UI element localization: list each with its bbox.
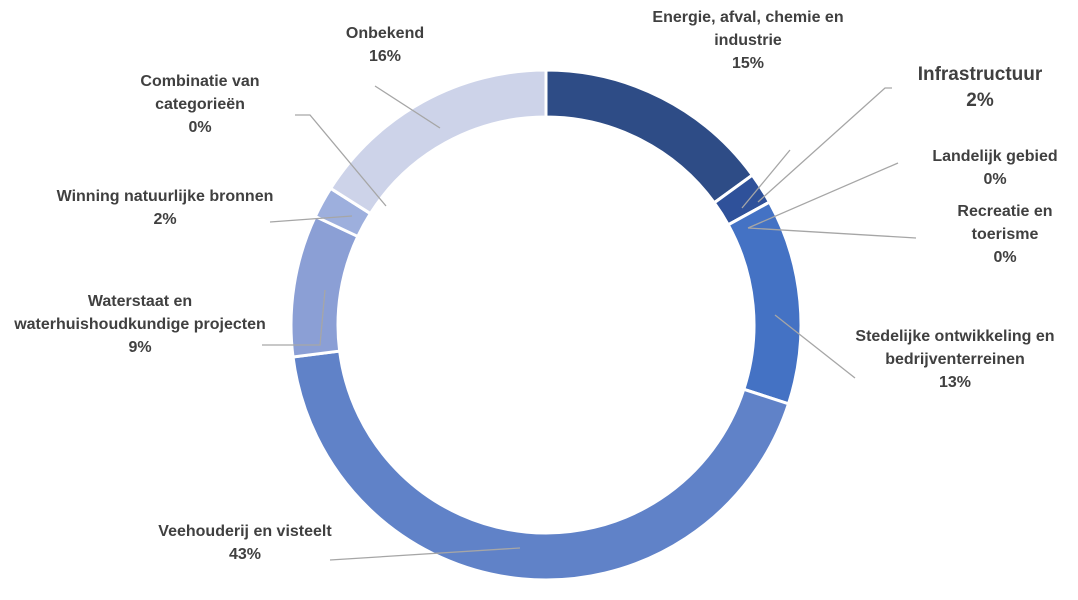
category-label: Onbekend: [345, 25, 425, 42]
leader-line: [774, 314, 856, 379]
leader-line: [329, 547, 521, 561]
value-label: 13%: [938, 374, 972, 391]
value-label: 0%: [983, 171, 1007, 188]
category-label: Winning natuurlijke bronnen: [56, 188, 274, 205]
value-label: 2%: [966, 90, 994, 111]
data-label: Recreatie en toerisme 0%: [935, 200, 1075, 269]
slice: [328, 68, 548, 216]
data-label: Winning natuurlijke bronnen 2%: [55, 185, 275, 231]
leader-line: [374, 85, 441, 129]
data-label: Combinatie van categorieën 0%: [110, 70, 290, 139]
category-label: Infrastructuur: [917, 64, 1043, 85]
leader-line: [747, 162, 899, 229]
category-label: Veehouderij en visteelt: [158, 523, 332, 540]
value-label: 0%: [993, 249, 1017, 266]
category-label: Energie, afval, chemie en industrie: [652, 9, 844, 49]
value-label: 43%: [228, 546, 262, 563]
value-label: 2%: [153, 211, 177, 228]
category-label: Combinatie van categorieën: [140, 73, 260, 113]
data-label: Landelijk gebied 0%: [905, 145, 1078, 191]
data-label: Veehouderij en visteelt 43%: [155, 520, 335, 566]
data-label: Waterstaat en waterhuishoudkundige proje…: [5, 290, 275, 359]
slice: [544, 68, 755, 205]
slice: [289, 214, 360, 359]
category-label: Landelijk gebied: [932, 148, 1058, 165]
category-label: Recreatie en toerisme: [957, 203, 1053, 243]
value-label: 0%: [188, 119, 212, 136]
slice: [291, 349, 791, 582]
data-label: Energie, afval, chemie en industrie 15%: [648, 6, 848, 75]
leader-line: [262, 289, 326, 346]
value-label: 15%: [731, 55, 765, 72]
data-label: Infrastructuur 2%: [890, 62, 1070, 114]
category-label: Stedelijke ontwikkeling en bedrijventerr…: [855, 328, 1055, 368]
slice: [726, 200, 803, 406]
category-label: Waterstaat en waterhuishoudkundige proje…: [14, 293, 266, 333]
value-label: 9%: [128, 339, 152, 356]
leader-line: [757, 87, 892, 203]
value-label: 16%: [368, 48, 402, 65]
leader-line: [741, 149, 791, 209]
leader-line: [295, 114, 387, 207]
leader-line: [747, 227, 917, 239]
data-label: Stedelijke ontwikkeling en bedrijventerr…: [855, 325, 1055, 394]
data-label: Onbekend 16%: [325, 22, 445, 68]
leader-line: [269, 215, 353, 223]
